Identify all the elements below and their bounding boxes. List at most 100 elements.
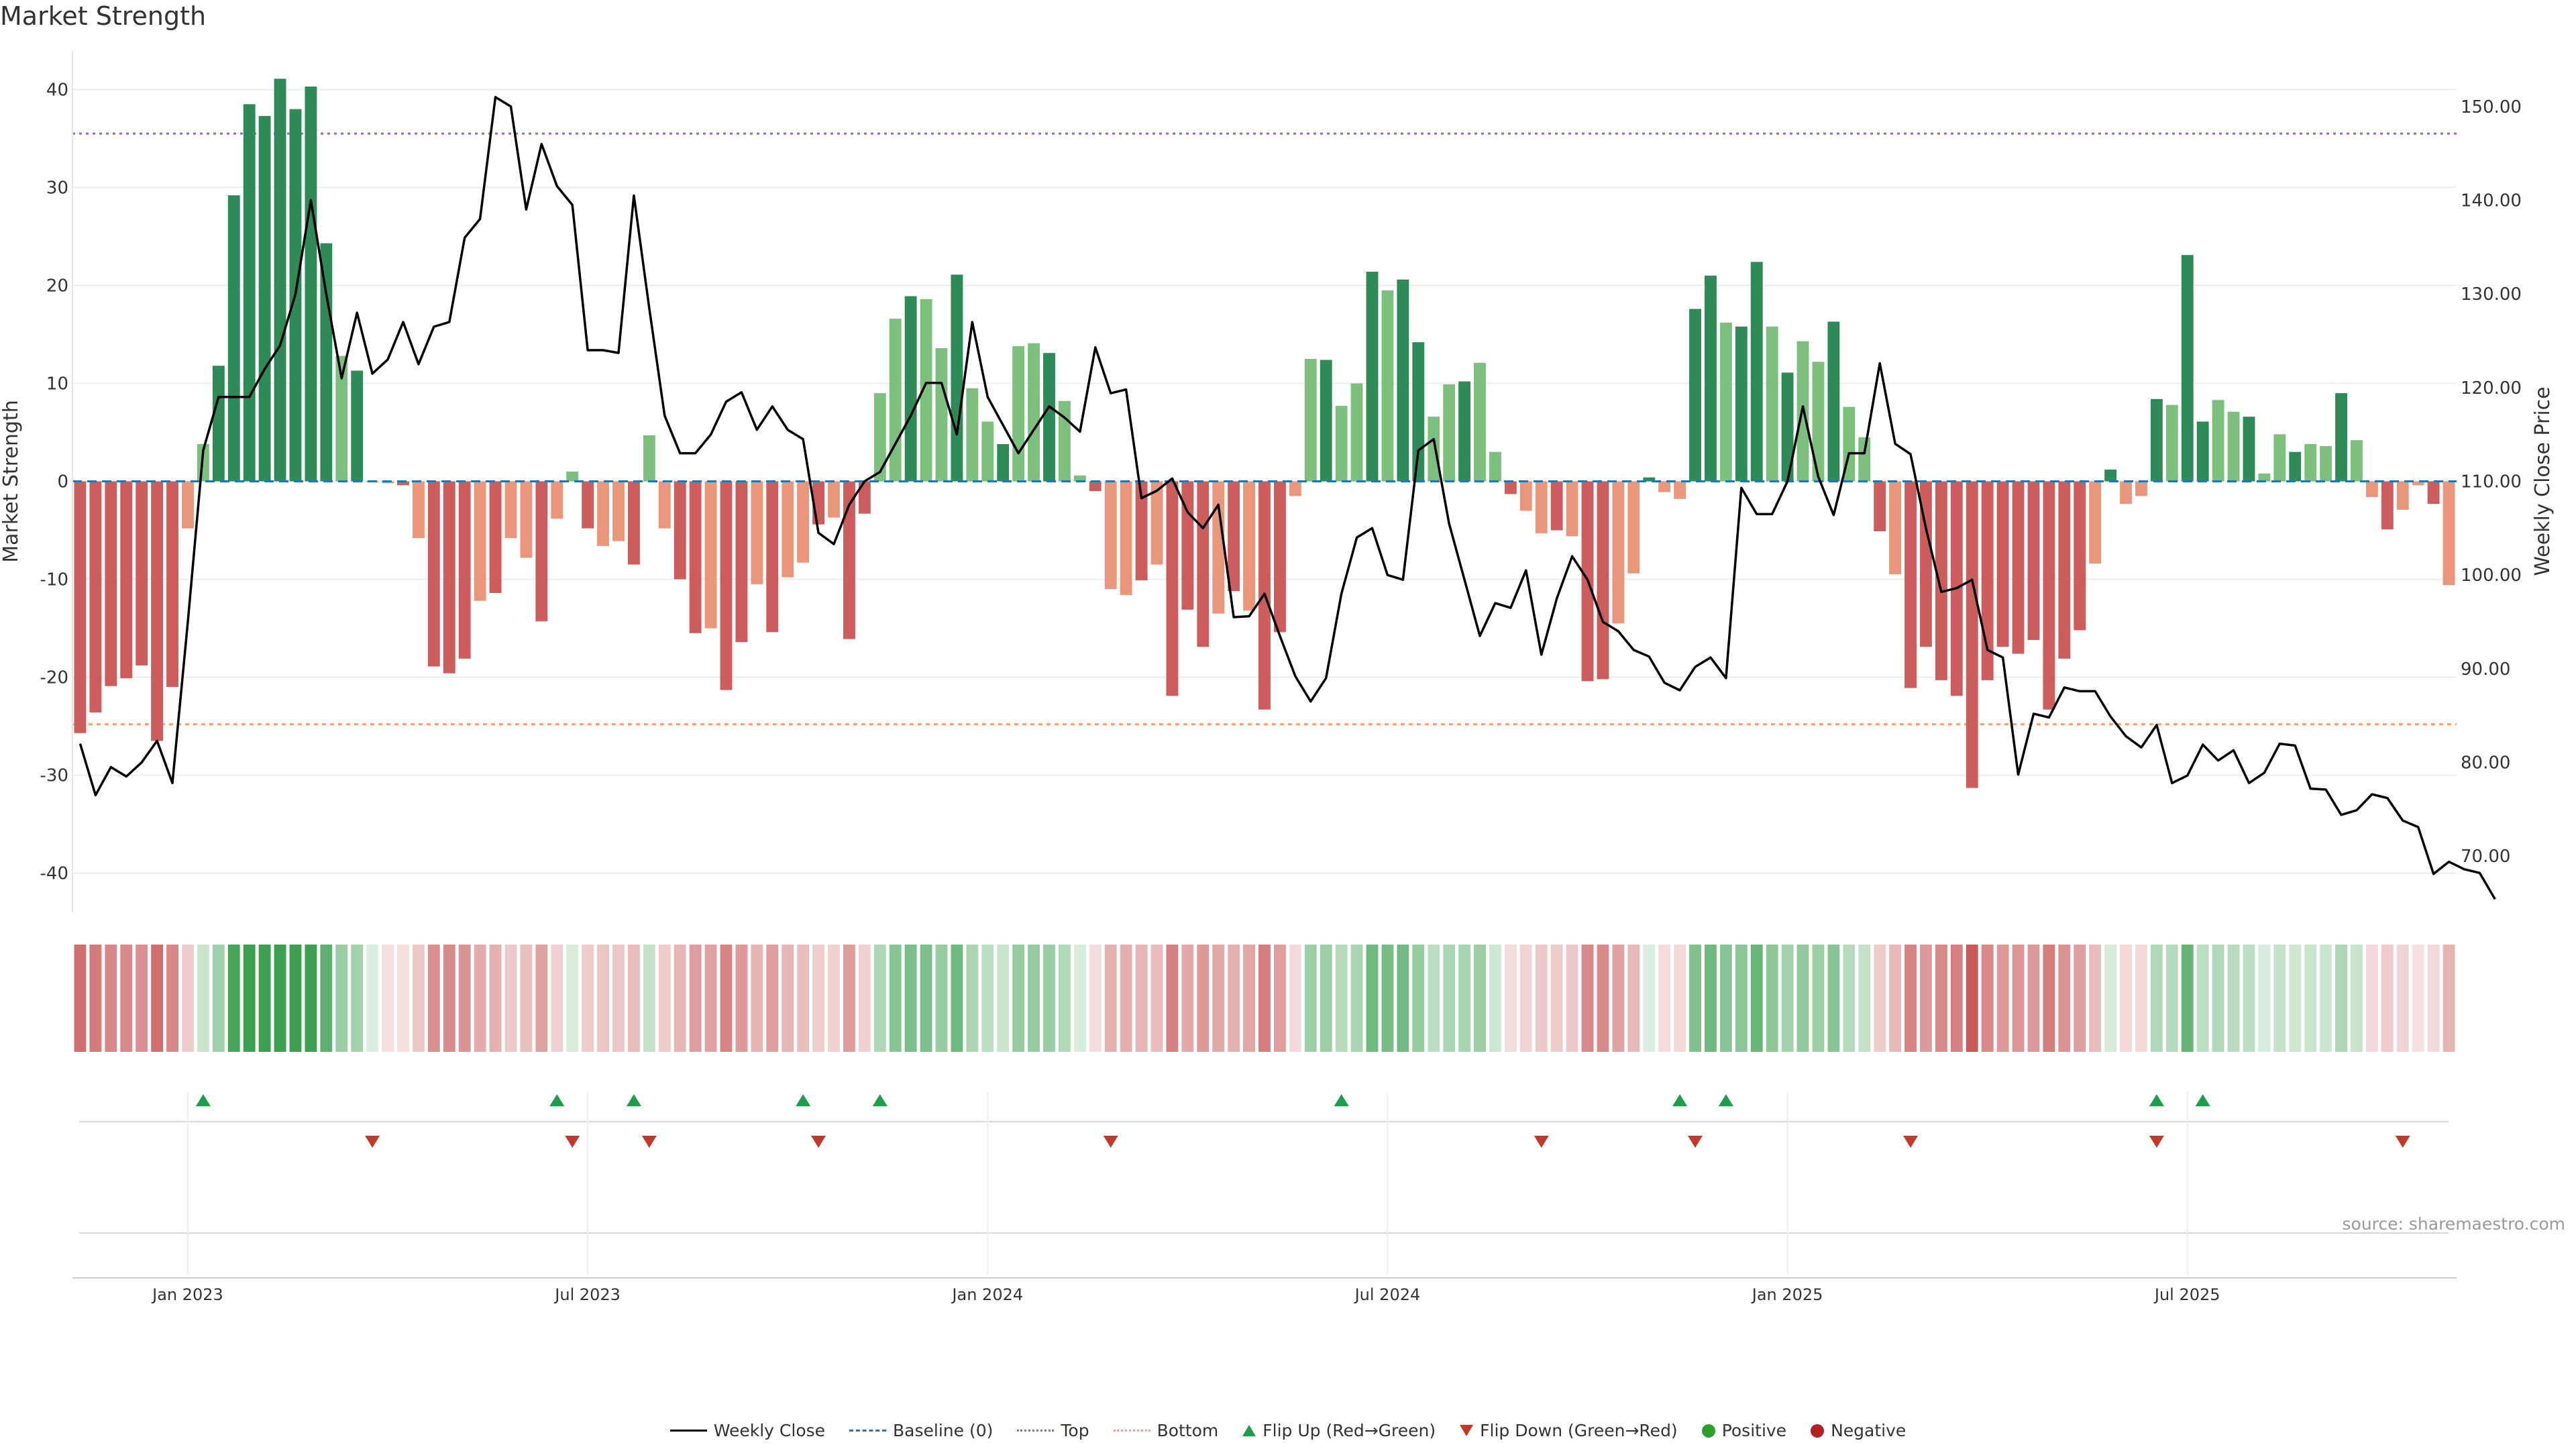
strength-bar bbox=[305, 87, 317, 482]
strength-bar bbox=[274, 78, 286, 482]
x-tick-label: Jan 2023 bbox=[151, 1285, 223, 1304]
heat-cell bbox=[2074, 945, 2086, 1052]
heat-cell bbox=[1750, 945, 1763, 1052]
heat-cell bbox=[1104, 945, 1117, 1052]
strength-bar bbox=[166, 481, 178, 688]
heat-cell bbox=[2012, 945, 2025, 1052]
heat-cell bbox=[489, 945, 502, 1052]
heat-cell bbox=[1428, 945, 1440, 1052]
legend-dot-icon bbox=[1017, 1430, 1055, 1432]
heat-cell bbox=[1612, 945, 1625, 1052]
strength-bar bbox=[1366, 272, 1379, 482]
strength-bar bbox=[1166, 481, 1179, 696]
heat-cell bbox=[2320, 945, 2332, 1052]
legend-label: Top bbox=[1061, 1421, 1089, 1440]
source-note: source: sharemaestro.com bbox=[2342, 1214, 2566, 1234]
heat-cell bbox=[1028, 945, 1040, 1052]
strength-bar bbox=[1550, 481, 1563, 531]
y2-tick-label: 90.00 bbox=[2461, 659, 2510, 680]
close-price-line bbox=[78, 96, 2496, 900]
heat-cell bbox=[1904, 945, 1917, 1052]
legend-item: Baseline (0) bbox=[849, 1421, 993, 1440]
axes: 40 30 20 10 0 -10 -20 -30 -40 150.00 140.00 130.00 1… bbox=[0, 50, 2555, 912]
heat-cell bbox=[182, 945, 194, 1052]
flip-up-marker bbox=[549, 1094, 565, 1106]
heat-cell bbox=[704, 945, 717, 1052]
heat-cell bbox=[1273, 945, 1286, 1052]
strength-bar bbox=[2058, 481, 2071, 659]
flip-up-marker bbox=[1334, 1094, 1349, 1106]
y-tick-label: 30 bbox=[46, 178, 68, 198]
heat-cell bbox=[105, 945, 117, 1052]
strength-bar bbox=[2258, 473, 2271, 482]
flip-down-marker bbox=[1688, 1136, 1703, 1148]
heat-cell bbox=[2212, 945, 2224, 1052]
heat-cell bbox=[1335, 945, 1348, 1052]
flip-down-marker bbox=[1903, 1136, 1919, 1148]
chart-title: Market Strength bbox=[0, 1, 207, 31]
strength-bar bbox=[1489, 451, 1501, 482]
strength-bar bbox=[474, 481, 486, 601]
heat-cell bbox=[2150, 945, 2163, 1052]
x-tick-label: Jan 2024 bbox=[951, 1285, 1023, 1304]
heat-cell bbox=[1474, 945, 1486, 1052]
heat-cell bbox=[2089, 945, 2102, 1052]
heat-cell bbox=[136, 945, 148, 1052]
strength-bar bbox=[1519, 481, 1532, 511]
flip-down-marker bbox=[811, 1136, 826, 1148]
heat-cell bbox=[1489, 945, 1501, 1052]
flip-up-marker bbox=[872, 1094, 888, 1106]
x-tick-label: Jul 2024 bbox=[1354, 1285, 1421, 1304]
heat-cell bbox=[1781, 945, 1794, 1052]
strength-bar bbox=[582, 481, 594, 529]
strength-bar bbox=[1028, 343, 1040, 482]
heat-cell bbox=[1181, 945, 1194, 1052]
strength-bar bbox=[1089, 481, 1102, 492]
strength-bar bbox=[751, 481, 763, 584]
strength-bar bbox=[1073, 475, 1086, 482]
strength-bar bbox=[1320, 360, 1332, 482]
strength-bar bbox=[427, 481, 440, 667]
strength-bar bbox=[1750, 262, 1763, 482]
heat-cell bbox=[1627, 945, 1640, 1052]
heat-cell bbox=[2258, 945, 2271, 1052]
x-tick-label: Jan 2025 bbox=[1751, 1285, 1823, 1304]
strength-heatstrip bbox=[74, 945, 2455, 1052]
heat-cell bbox=[1228, 945, 1240, 1052]
strength-bar bbox=[627, 481, 640, 565]
heat-cell bbox=[366, 945, 379, 1052]
heat-cell bbox=[873, 945, 886, 1052]
heat-cell bbox=[2427, 945, 2440, 1052]
strength-bar bbox=[720, 481, 733, 690]
legend-label: Positive bbox=[1721, 1421, 1787, 1440]
strength-bar bbox=[1735, 326, 1748, 482]
heat-cell bbox=[597, 945, 609, 1052]
heat-cell bbox=[1320, 945, 1332, 1052]
strength-bar bbox=[2012, 481, 2025, 654]
flip-markers bbox=[79, 1094, 2449, 1234]
strength-bar bbox=[1781, 372, 1794, 482]
strength-bar bbox=[1104, 481, 1117, 590]
heat-cell bbox=[1212, 945, 1225, 1052]
heat-cell bbox=[1643, 945, 1656, 1052]
strength-bar bbox=[2273, 434, 2286, 482]
strength-bar bbox=[1643, 477, 1656, 482]
flip-up-marker bbox=[195, 1094, 211, 1106]
strength-bar bbox=[1181, 481, 1194, 610]
heat-cell bbox=[289, 945, 302, 1052]
strength-bar bbox=[1443, 384, 1456, 482]
heat-cell bbox=[474, 945, 486, 1052]
strength-bar bbox=[1597, 481, 1609, 680]
strength-bar bbox=[2412, 481, 2424, 486]
strength-bar bbox=[258, 115, 271, 482]
strength-bar bbox=[2150, 398, 2163, 482]
strength-bar bbox=[2196, 421, 2209, 482]
legend-item: Flip Down (Green→Red) bbox=[1460, 1421, 1678, 1440]
strength-bar bbox=[1150, 481, 1163, 565]
y2-tick-label: 80.00 bbox=[2461, 753, 2510, 773]
strength-bar bbox=[2427, 481, 2440, 504]
heat-cell bbox=[1150, 945, 1163, 1052]
heat-cell bbox=[2135, 945, 2147, 1052]
heat-cell bbox=[1935, 945, 1947, 1052]
heat-cell bbox=[951, 945, 963, 1052]
